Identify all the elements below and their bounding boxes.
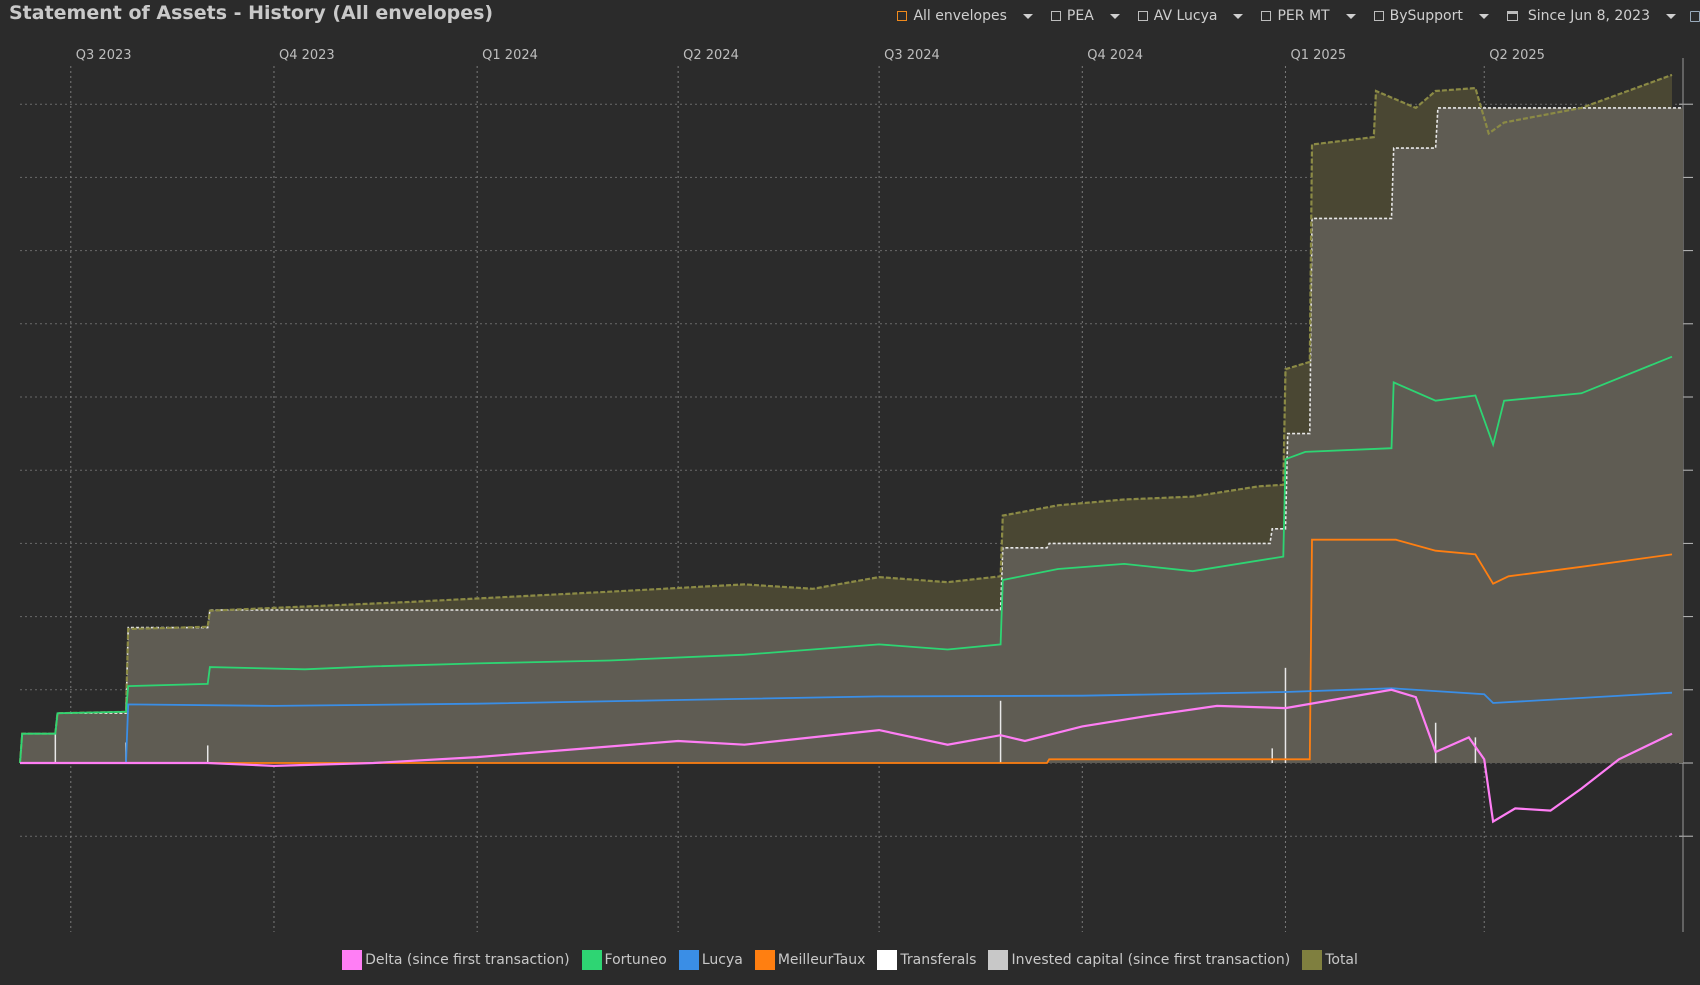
calendar-icon	[1506, 11, 1518, 21]
legend-item-delta[interactable]: Delta (since first transaction)	[342, 950, 570, 970]
chevron-down-icon[interactable]	[1109, 13, 1120, 19]
legend-item-invested[interactable]: Invested capital (since first transactio…	[988, 950, 1290, 970]
envelope-label: AV Lucya	[1153, 8, 1218, 24]
chart-legend: Delta (since first transaction) Fortuneo L…	[0, 950, 1700, 970]
legend-swatch	[581, 950, 602, 970]
x-tick-label: Q3 2024	[884, 48, 940, 63]
envelope-toggle-all[interactable]: All envelopes	[897, 8, 1033, 24]
legend-swatch	[988, 950, 1009, 970]
x-tick-label: Q2 2024	[683, 48, 739, 63]
envelope-toggle-per-mt[interactable]: PER MT	[1261, 8, 1356, 24]
legend-label: Total	[1325, 952, 1358, 968]
total-line	[18, 73, 1673, 764]
x-tick-label: Q2 2025	[1489, 48, 1545, 63]
legend-swatch	[678, 950, 699, 970]
legend-item-meilleurtaux[interactable]: MeilleurTaux	[754, 950, 866, 970]
invested-line	[19, 107, 1683, 764]
date-range-label: Since Jun 8, 2023	[1527, 8, 1650, 24]
legend-swatch	[754, 950, 775, 970]
date-range-picker[interactable]: Since Jun 8, 2023	[1506, 8, 1676, 24]
legend-label: MeilleurTaux	[777, 952, 866, 968]
legend-item-lucya[interactable]: Lucya	[678, 950, 743, 970]
envelope-label: PER MT	[1277, 8, 1330, 24]
envelope-label: BySupport	[1389, 8, 1463, 24]
checkbox-icon	[1261, 11, 1272, 21]
chevron-down-icon[interactable]	[1022, 13, 1033, 19]
assets-history-chart: Q3 2023 Q4 2023 Q1 2024 Q2 2024 Q3 2024 Q4 20…	[18, 48, 1693, 932]
export-icon[interactable]	[1690, 10, 1700, 22]
x-tick-label: Q3 2023	[76, 48, 132, 63]
legend-label: Transferals	[900, 952, 977, 968]
legend-label: Invested capital (since first transactio…	[1011, 952, 1291, 968]
chevron-down-icon[interactable]	[1233, 13, 1244, 19]
checkbox-icon	[897, 11, 908, 21]
envelope-label: PEA	[1066, 8, 1094, 24]
checkbox-icon	[1373, 11, 1384, 21]
legend-label: Fortuneo	[604, 952, 667, 968]
page-title: Statement of Assets - History (All envel…	[9, 2, 494, 24]
chevron-down-icon[interactable]	[1666, 13, 1676, 19]
envelope-toggle-pea[interactable]: PEA	[1050, 8, 1120, 24]
envelope-toggle-bysupport[interactable]: BySupport	[1373, 8, 1489, 24]
x-tick-label: Q1 2025	[1290, 48, 1346, 63]
lucya-line	[20, 687, 1673, 764]
legend-label: Delta (since first transaction)	[365, 952, 570, 968]
x-tick-label: Q4 2024	[1087, 48, 1143, 63]
legend-swatch	[877, 950, 898, 970]
envelope-toggle-av-lucya[interactable]: AV Lucya	[1137, 8, 1244, 24]
checkbox-icon	[1050, 11, 1061, 21]
legend-item-fortuneo[interactable]: Fortuneo	[581, 950, 667, 970]
legend-swatch	[1302, 950, 1323, 970]
chevron-down-icon[interactable]	[1345, 13, 1356, 19]
delta-line	[20, 688, 1673, 824]
chevron-down-icon[interactable]	[1478, 13, 1489, 19]
meilleurtaux-line	[20, 538, 1673, 764]
envelope-toolbar: All envelopes PEA AV Lucya PER MT BySupp…	[879, 6, 1700, 26]
x-tick-label: Q4 2023	[279, 48, 335, 63]
legend-item-transferals[interactable]: Transferals	[877, 950, 976, 970]
checkbox-icon	[1137, 11, 1148, 21]
legend-label: Lucya	[701, 952, 743, 968]
envelope-label: All envelopes	[913, 8, 1007, 24]
fortuneo-line	[19, 355, 1673, 764]
x-tick-label: Q1 2024	[482, 48, 538, 63]
legend-swatch	[342, 950, 363, 970]
legend-item-total[interactable]: Total	[1302, 950, 1358, 970]
invested-area	[20, 107, 1683, 763]
